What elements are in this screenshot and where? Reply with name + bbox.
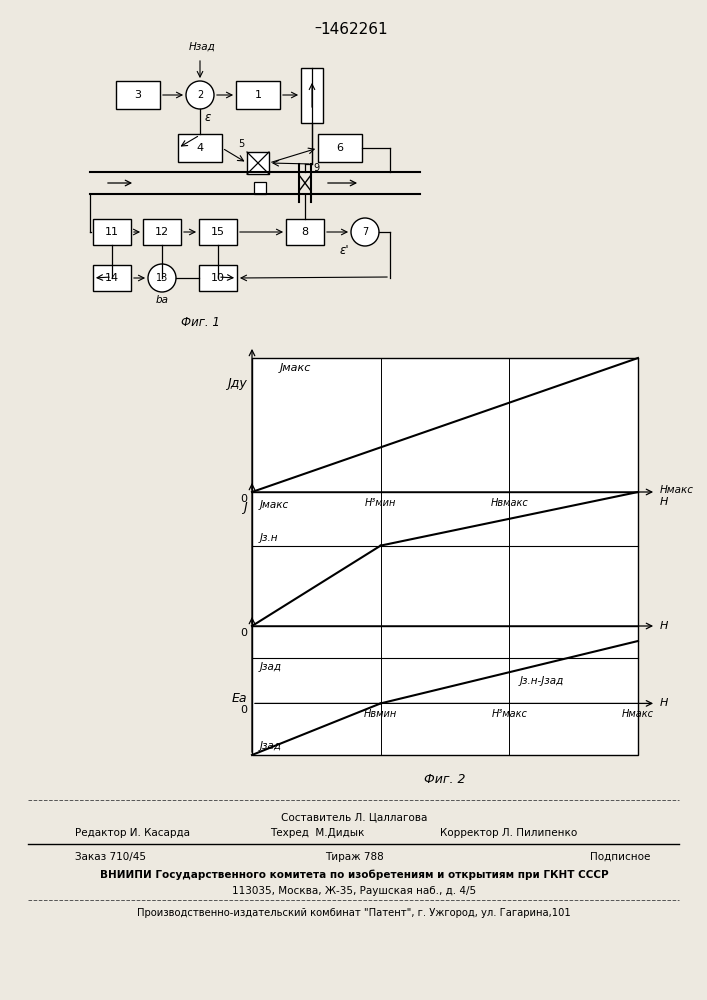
Bar bbox=[252, 492, 638, 626]
Text: Hмакс: Hмакс bbox=[660, 485, 694, 495]
Bar bbox=[199, 265, 237, 291]
Text: Техред  М.Дидык: Техред М.Дидык bbox=[270, 828, 364, 838]
Text: 2: 2 bbox=[197, 90, 203, 100]
Text: H: H bbox=[660, 698, 668, 708]
Text: 14: 14 bbox=[105, 273, 119, 283]
Circle shape bbox=[186, 81, 214, 109]
Text: 15: 15 bbox=[211, 227, 225, 237]
Text: Hвмин: Hвмин bbox=[364, 709, 397, 719]
Text: 1462261: 1462261 bbox=[320, 22, 388, 37]
Text: Hмакс: Hмакс bbox=[622, 709, 654, 719]
Text: Подписное: Подписное bbox=[590, 852, 650, 862]
Text: 5: 5 bbox=[238, 139, 244, 149]
Text: H: H bbox=[660, 621, 668, 631]
Text: Jзад: Jзад bbox=[260, 741, 282, 751]
Text: 13: 13 bbox=[156, 273, 168, 283]
Text: Jзад: Jзад bbox=[260, 662, 282, 672]
Text: Составитель Л. Цаллагова: Составитель Л. Цаллагова bbox=[281, 812, 427, 822]
Text: Заказ 710/45: Заказ 710/45 bbox=[75, 852, 146, 862]
Text: Нзад: Нзад bbox=[189, 42, 216, 52]
Bar bbox=[93, 219, 131, 245]
Circle shape bbox=[148, 264, 176, 292]
Text: Jмакс: Jмакс bbox=[280, 363, 311, 373]
Text: 0: 0 bbox=[240, 628, 247, 638]
Bar bbox=[252, 626, 638, 755]
Text: 4: 4 bbox=[197, 143, 204, 153]
Text: 0: 0 bbox=[240, 494, 247, 504]
Text: ε': ε' bbox=[339, 244, 349, 257]
Bar bbox=[252, 358, 638, 492]
Text: 12: 12 bbox=[155, 227, 169, 237]
Text: Фиг. 1: Фиг. 1 bbox=[180, 316, 219, 329]
Text: –: – bbox=[315, 22, 322, 36]
Text: J: J bbox=[243, 500, 247, 514]
Bar bbox=[93, 265, 131, 291]
Text: Jду: Jду bbox=[227, 376, 247, 389]
Text: H³макс: H³макс bbox=[491, 709, 527, 719]
Text: 11: 11 bbox=[105, 227, 119, 237]
Text: 9: 9 bbox=[313, 163, 319, 173]
Text: 3: 3 bbox=[134, 90, 141, 100]
Bar bbox=[236, 81, 280, 109]
Bar bbox=[143, 219, 181, 245]
Text: 0: 0 bbox=[240, 705, 247, 715]
Text: bа: bа bbox=[156, 295, 168, 305]
Bar bbox=[199, 219, 237, 245]
Bar bbox=[318, 134, 362, 162]
Text: Hвмакс: Hвмакс bbox=[491, 498, 528, 508]
Text: Eа: Eа bbox=[231, 692, 247, 705]
Text: Тираж 788: Тираж 788 bbox=[325, 852, 383, 862]
Bar bbox=[247, 152, 269, 174]
Bar bbox=[286, 219, 324, 245]
Bar bbox=[301, 68, 323, 122]
Text: 8: 8 bbox=[301, 227, 308, 237]
Text: 1: 1 bbox=[255, 90, 262, 100]
Text: 10: 10 bbox=[211, 273, 225, 283]
Text: Jз.н: Jз.н bbox=[260, 533, 279, 543]
Text: Корректор Л. Пилипенко: Корректор Л. Пилипенко bbox=[440, 828, 577, 838]
Bar bbox=[254, 182, 266, 194]
Text: ВНИИПИ Государственного комитета по изобретениям и открытиям при ГКНТ СССР: ВНИИПИ Государственного комитета по изоб… bbox=[100, 870, 608, 880]
Bar bbox=[116, 81, 160, 109]
Bar bbox=[178, 134, 222, 162]
Text: H³мин: H³мин bbox=[365, 498, 397, 508]
Text: H: H bbox=[660, 497, 668, 507]
Text: Редактор И. Касарда: Редактор И. Касарда bbox=[75, 828, 190, 838]
Text: Производственно-издательский комбинат "Патент", г. Ужгород, ул. Гагарина,101: Производственно-издательский комбинат "П… bbox=[137, 908, 571, 918]
Text: Jмакс: Jмакс bbox=[260, 500, 289, 510]
Circle shape bbox=[351, 218, 379, 246]
Text: ε: ε bbox=[205, 111, 211, 124]
Text: 6: 6 bbox=[337, 143, 344, 153]
Text: 7: 7 bbox=[362, 227, 368, 237]
Text: Фиг. 2: Фиг. 2 bbox=[424, 773, 466, 786]
Text: 113035, Москва, Ж-35, Раушская наб., д. 4/5: 113035, Москва, Ж-35, Раушская наб., д. … bbox=[232, 886, 476, 896]
Text: Jз.н-Jзад: Jз.н-Jзад bbox=[520, 676, 563, 686]
